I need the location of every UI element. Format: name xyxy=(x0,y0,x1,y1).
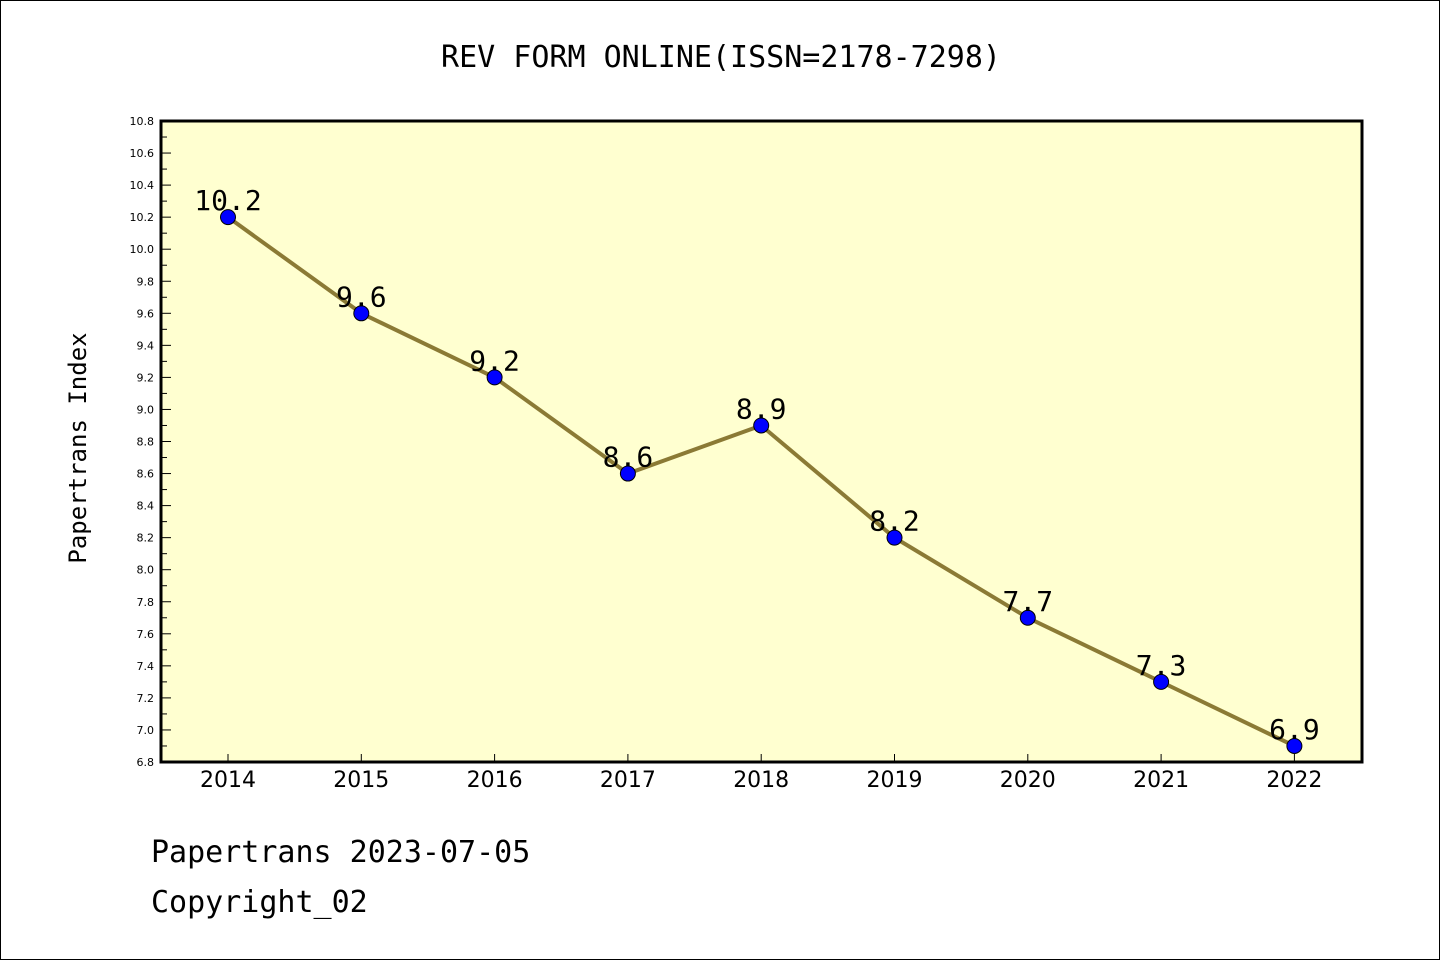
data-point xyxy=(1019,609,1036,626)
x-tick-label: 2016 xyxy=(467,768,523,793)
data-label: 10.2 xyxy=(194,184,261,217)
x-tick-label: 2015 xyxy=(333,768,389,793)
data-points xyxy=(220,209,1303,754)
data-label: 6.9 xyxy=(1269,713,1320,746)
data-point xyxy=(1153,673,1170,690)
y-tick-label: 7.4 xyxy=(137,660,155,673)
footer-date: Papertrans 2023-07-05 xyxy=(151,835,531,870)
data-label: 8.6 xyxy=(603,441,654,474)
data-label: 9.2 xyxy=(469,344,520,377)
data-point xyxy=(619,465,636,482)
x-tick-label: 2018 xyxy=(733,768,789,793)
chart-title: REV FORM ONLINE(ISSN=2178-7298) xyxy=(441,40,1001,75)
data-point xyxy=(1286,737,1303,754)
y-tick-label: 8.4 xyxy=(137,500,155,513)
y-tick-label: 7.6 xyxy=(137,628,155,641)
y-tick-label: 10.0 xyxy=(130,243,155,256)
x-tick-label: 2014 xyxy=(200,768,256,793)
y-tick-label: 10.6 xyxy=(130,147,155,160)
data-label: 9.6 xyxy=(336,280,387,313)
y-tick-label: 7.0 xyxy=(137,724,155,737)
y-tick-label: 9.0 xyxy=(137,403,155,416)
y-tick-label: 8.0 xyxy=(137,564,155,577)
data-point xyxy=(886,529,903,546)
data-label: 8.2 xyxy=(869,505,920,538)
x-tick-label: 2021 xyxy=(1133,768,1189,793)
y-tick-label: 9.4 xyxy=(137,339,155,352)
y-tick-label: 9.8 xyxy=(137,275,155,288)
data-point xyxy=(486,369,503,386)
y-tick-label: 8.2 xyxy=(137,532,155,545)
footer-copyright: Copyright_02 xyxy=(151,885,368,920)
y-tick-label: 8.8 xyxy=(137,436,155,449)
x-tick-label: 2019 xyxy=(867,768,923,793)
y-tick-label: 6.8 xyxy=(137,756,155,769)
data-label: 7.3 xyxy=(1136,649,1187,682)
data-labels: 10.2 9.6 9.2 8.6 8.9 8.2 7.7 7.3 6.9 xyxy=(194,184,1319,746)
x-tick-label: 2022 xyxy=(1266,768,1322,793)
data-label: 7.7 xyxy=(1003,585,1054,618)
y-axis: 6.8 7.0 7.2 7.4 7.6 7.8 8.0 8.2 8.4 8.6 8.8 9.0 9.2 9… xyxy=(130,115,171,769)
data-point xyxy=(753,417,770,434)
y-tick-label: 8.6 xyxy=(137,468,155,481)
y-tick-label: 9.2 xyxy=(137,371,155,384)
y-tick-label: 10.4 xyxy=(130,179,155,192)
y-tick-label: 7.8 xyxy=(137,596,155,609)
y-tick-label: 10.8 xyxy=(130,115,155,128)
plot-area xyxy=(159,119,1364,764)
data-label: 8.9 xyxy=(736,392,787,425)
data-point xyxy=(220,209,236,226)
y-tick-label: 7.2 xyxy=(137,692,155,705)
x-tick-label: 2020 xyxy=(1000,768,1056,793)
x-tick-label: 2017 xyxy=(600,768,656,793)
y-tick-label: 9.6 xyxy=(137,307,155,320)
x-axis: 2014 2015 2016 2017 2018 2019 2020 2021 2022 xyxy=(200,754,1322,793)
data-point xyxy=(353,305,370,322)
y-tick-label: 10.2 xyxy=(130,211,155,224)
y-axis-label: Papertrans Index xyxy=(64,332,92,563)
